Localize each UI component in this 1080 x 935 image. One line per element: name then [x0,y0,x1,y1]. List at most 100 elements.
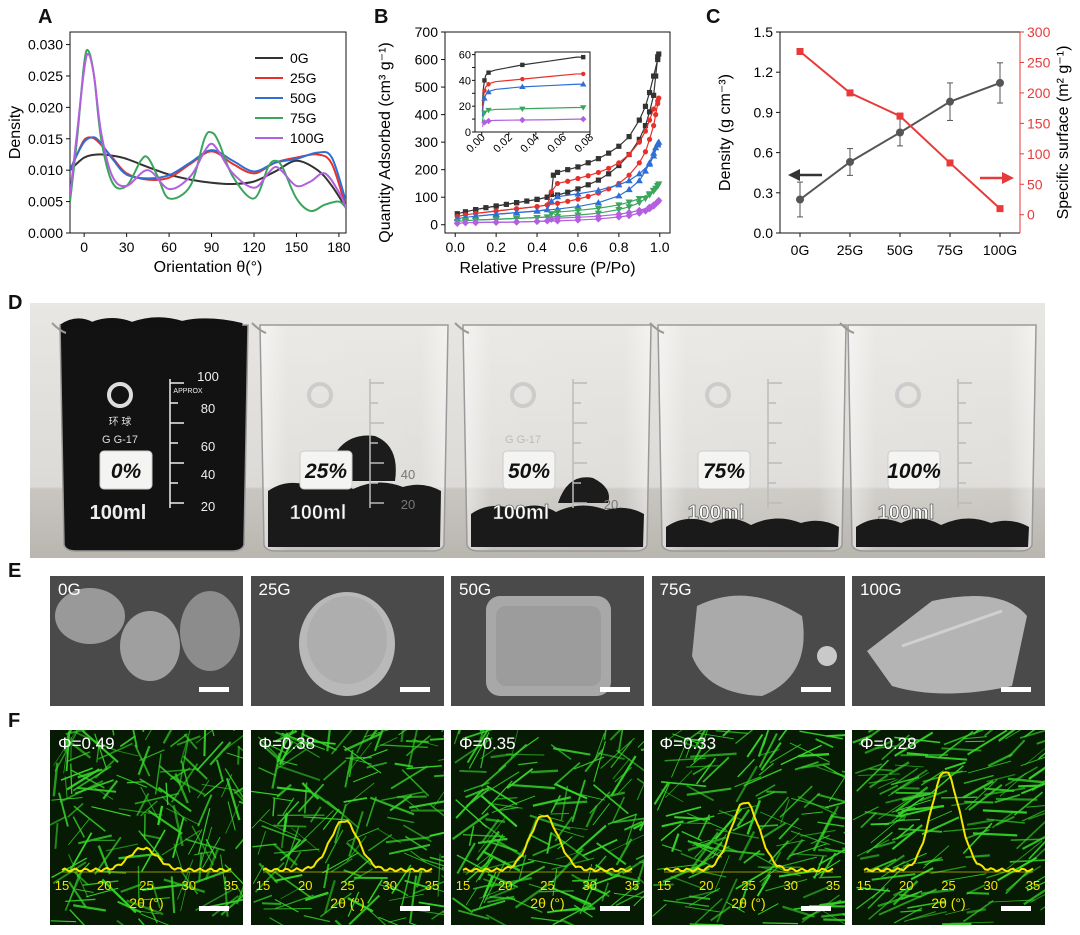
beaker-5: 100% 100ml [839,322,1037,552]
desorption-point-50G [654,141,662,148]
inset-x-tick-label: 0.02 [491,132,515,156]
inset-point-50G [580,81,587,87]
sem-particle [867,596,1027,694]
adsorption-point-0G [565,189,571,195]
desorption-point-100G [615,210,623,218]
graduation-label: APPROX [173,388,203,395]
tick-label: 15 [255,878,269,893]
x-tick-label: 150 [285,239,309,255]
sem-particle [298,592,395,696]
inset-line-50G [481,83,584,117]
desorption-point-100G [654,198,662,206]
tick-label: 30 [984,878,998,893]
adsorption-point-100G [641,207,650,215]
tick-label: 25 [941,878,955,893]
y-tick-label: 0.010 [28,162,63,178]
panel-label-e: E [8,560,22,582]
fiber-image: 15 20 25 30 35 2θ (°) [50,730,243,925]
scale-bar [1001,687,1031,692]
fiber-tile-2: 15 20 25 30 35 2θ (°) Φ=0.38 [250,730,444,925]
orientation-profile [863,771,1034,873]
x-tick-label: 0.2 [486,239,506,255]
adsorption-point-0G [462,209,469,215]
beaker-4: 75% 100ml [649,322,847,552]
tick-label: 20 [298,878,312,893]
adsorption-point-25G [642,149,649,155]
profile-xlabel: 2θ (°) [129,895,163,911]
fiber-image: 15 20 25 30 35 2θ (°) [451,730,644,925]
y-tick-label: 0.030 [28,37,63,53]
x-tick-label: 30 [119,239,135,255]
surface-point [846,89,854,97]
x-tick-label: 25G [837,242,863,258]
sem-tile-label: 50G [459,580,492,599]
tick-label: 15 [55,878,69,893]
y-tick-label: 0.020 [28,99,63,115]
inset-point-75G [485,107,492,114]
y-tick-label: 700 [415,24,439,40]
y2-tick-label: 0 [1027,207,1035,223]
x-tick-label: 0G [791,242,810,258]
desorption-point-50G [650,152,658,159]
label-tag [887,450,941,490]
brand-logo [307,382,333,408]
sem-particle [486,596,611,696]
y-tick-label: 100 [415,189,439,205]
tick-label: 20 [498,878,512,893]
x-tick-label: 0.0 [445,239,465,255]
desorption-point-25G [565,178,571,184]
inset-x-tick-label: 0.04 [518,132,542,156]
label-tag [99,450,153,490]
aerogel-lump [558,477,609,503]
desorption-point-50G [547,197,555,204]
adsorption-point-0G [656,51,662,57]
beaker-spout [839,322,855,334]
adsorption-point-0G [585,182,591,188]
x-tick-label: 50G [887,242,913,258]
beaker-spout [454,322,470,334]
orientation-profile [262,819,433,873]
tick-label: 30 [583,878,597,893]
adsorption-point-25G [636,160,642,166]
y2-tick-label: 50 [1027,176,1043,192]
desorption-point-0G [606,150,612,156]
desorption-point-50G [594,186,603,193]
inset-point-100G [580,115,587,123]
tick-label: 30 [182,878,196,893]
desorption-point-100G [553,214,562,222]
desorption-point-25G [513,206,520,212]
model-text: G G-17 [102,434,138,446]
tick-label: 25 [340,878,354,893]
desorption-point-25G [636,139,642,145]
inset-y-tick-label: 0 [465,127,471,139]
adsorption-point-50G [615,192,623,199]
adsorption-point-0G [636,136,642,142]
surface-point [896,112,904,120]
beaker-3: 20 G G-17 50% 100ml [454,322,652,552]
tick-label: 20 [899,878,913,893]
phi-label: Φ=0.49 [58,734,115,753]
density-point [796,195,804,204]
y-tick-label: 0.3 [754,185,774,201]
beaker-spout [649,322,665,334]
adsorption-point-25G [646,136,653,142]
x-tick-label: 0.4 [527,239,547,255]
y2-tick-label: 300 [1027,24,1051,40]
desorption-point-50G [645,160,654,167]
desorption-point-0G [513,200,520,206]
label-tag [502,450,556,490]
fiber-tile-1: 15 20 25 30 35 2θ (°) Φ=0.49 [50,730,243,925]
inset-x-tick-label: 0.08 [572,132,596,156]
adsorption-point-50G [641,167,650,174]
panel-label-c: C [706,6,721,28]
desorption-point-0G [548,191,554,198]
desorption-point-50G [472,212,480,219]
adsorption-point-0G [595,177,602,183]
inset-point-25G [482,88,487,93]
y-tick-label: 0.000 [28,225,63,241]
desorption-point-75G [574,207,582,215]
panel-label-b: B [374,6,389,28]
desorption-point-0G [473,206,479,213]
desorption-point-0G [550,172,557,178]
panel-label-a: A [38,6,53,28]
